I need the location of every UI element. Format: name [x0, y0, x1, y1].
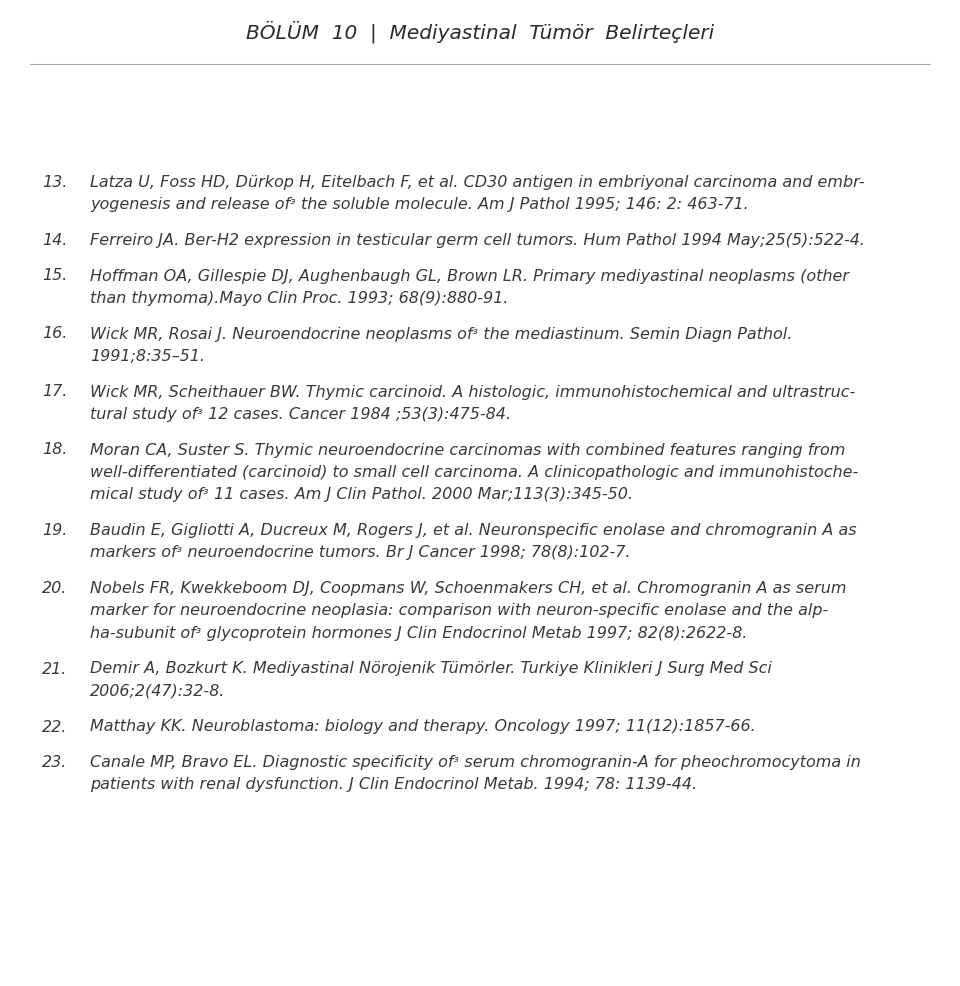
Text: mical study ofᶟ 11 cases. Am J Clin Pathol. 2000 Mar;113(3):345-50.: mical study ofᶟ 11 cases. Am J Clin Path…: [90, 487, 633, 502]
Text: Ferreiro JA. Ber-H2 expression in testicular germ cell tumors. Hum Pathol 1994 M: Ferreiro JA. Ber-H2 expression in testic…: [90, 233, 865, 247]
Text: Matthay KK. Neuroblastoma: biology and therapy. Oncology 1997; 11(12):1857-66.: Matthay KK. Neuroblastoma: biology and t…: [90, 719, 756, 734]
Text: Canale MP, Bravo EL. Diagnostic specificity ofᶟ serum chromogranin-A for pheochr: Canale MP, Bravo EL. Diagnostic specific…: [90, 754, 861, 769]
Text: patients with renal dysfunction. J Clin Endocrinol Metab. 1994; 78: 1139-44.: patients with renal dysfunction. J Clin …: [90, 777, 697, 792]
Text: 121: 121: [903, 23, 947, 43]
Text: 22.: 22.: [42, 719, 67, 734]
Text: 2006;2(47):32-8.: 2006;2(47):32-8.: [90, 683, 226, 698]
Text: well-differentiated (carcinoid) to small cell carcinoma. A clinicopathologic and: well-differentiated (carcinoid) to small…: [90, 464, 858, 479]
Text: 20.: 20.: [42, 581, 67, 596]
Text: marker for neuroendocrine neoplasia: comparison with neuron-specific enolase and: marker for neuroendocrine neoplasia: com…: [90, 602, 828, 618]
Text: 15.: 15.: [42, 268, 67, 283]
Text: 1991;8:35–51.: 1991;8:35–51.: [90, 349, 205, 364]
Text: yogenesis and release ofᶟ the soluble molecule. Am J Pathol 1995; 146: 2: 463-71: yogenesis and release ofᶟ the soluble mo…: [90, 197, 749, 212]
Text: than thymoma).Mayo Clin Proc. 1993; 68(9):880-91.: than thymoma).Mayo Clin Proc. 1993; 68(9…: [90, 291, 509, 306]
Text: 13.: 13.: [42, 175, 67, 190]
Text: 23.: 23.: [42, 754, 67, 769]
Text: 17.: 17.: [42, 385, 67, 399]
Text: tural study ofᶟ 12 cases. Cancer 1984 ;53(3):475-84.: tural study ofᶟ 12 cases. Cancer 1984 ;5…: [90, 406, 511, 422]
Text: ha-subunit ofᶟ glycoprotein hormones J Clin Endocrinol Metab 1997; 82(8):2622-8.: ha-subunit ofᶟ glycoprotein hormones J C…: [90, 625, 748, 640]
Text: 19.: 19.: [42, 523, 67, 537]
Text: Baudin E, Gigliotti A, Ducreux M, Rogers J, et al. Neuronspecific enolase and ch: Baudin E, Gigliotti A, Ducreux M, Rogers…: [90, 523, 856, 537]
Text: 16.: 16.: [42, 326, 67, 341]
Text: Latza U, Foss HD, Dürkop H, Eitelbach F, et al. CD30 antigen in embriyonal carci: Latza U, Foss HD, Dürkop H, Eitelbach F,…: [90, 175, 865, 190]
Text: 21.: 21.: [42, 661, 67, 675]
Text: Wick MR, Rosai J. Neuroendocrine neoplasms ofᶟ the mediastinum. Semin Diagn Path: Wick MR, Rosai J. Neuroendocrine neoplas…: [90, 326, 792, 341]
Text: Moran CA, Suster S. Thymic neuroendocrine carcinomas with combined features rang: Moran CA, Suster S. Thymic neuroendocrin…: [90, 442, 846, 458]
Text: 14.: 14.: [42, 233, 67, 247]
Text: markers ofᶟ neuroendocrine tumors. Br J Cancer 1998; 78(8):102-7.: markers ofᶟ neuroendocrine tumors. Br J …: [90, 545, 631, 560]
Text: Demir A, Bozkurt K. Mediyastinal Nörojenik Tümörler. Turkiye Klinikleri J Surg M: Demir A, Bozkurt K. Mediyastinal Nörojen…: [90, 661, 772, 675]
Text: Nobels FR, Kwekkeboom DJ, Coopmans W, Schoenmakers CH, et al. Chromogranin A as : Nobels FR, Kwekkeboom DJ, Coopmans W, Sc…: [90, 581, 847, 596]
Text: BÖLÜM  10  |  Mediyastinal  Tümör  Belirteçleri: BÖLÜM 10 | Mediyastinal Tümör Belirteçle…: [246, 21, 714, 43]
Text: 18.: 18.: [42, 442, 67, 458]
Text: Wick MR, Scheithauer BW. Thymic carcinoid. A histologic, immunohistochemical and: Wick MR, Scheithauer BW. Thymic carcinoi…: [90, 385, 855, 399]
Text: Hoffman OA, Gillespie DJ, Aughenbaugh GL, Brown LR. Primary mediyastinal neoplas: Hoffman OA, Gillespie DJ, Aughenbaugh GL…: [90, 268, 849, 283]
